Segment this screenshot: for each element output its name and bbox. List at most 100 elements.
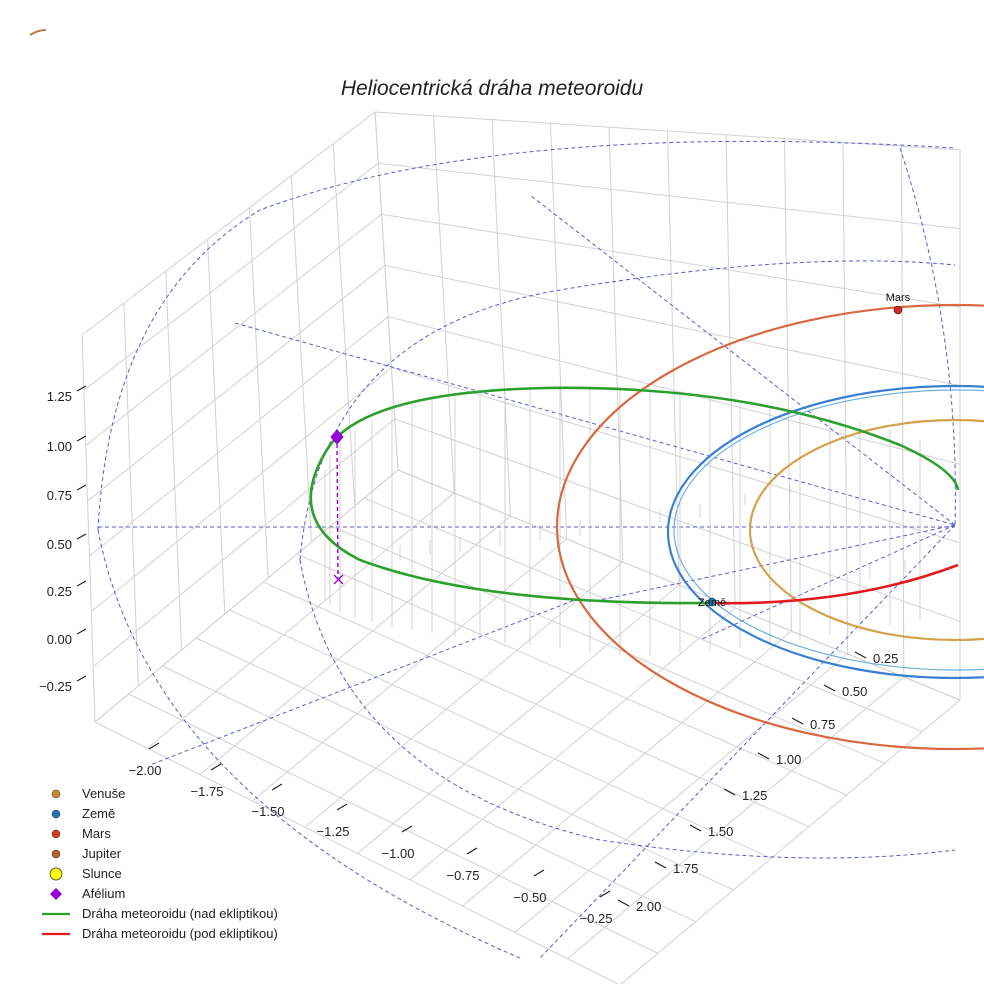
y-tick-label: 0.75 bbox=[810, 717, 835, 732]
aphelion-marker bbox=[330, 429, 344, 445]
grid-line bbox=[374, 111, 399, 471]
grid-line bbox=[332, 143, 356, 507]
grid-line bbox=[374, 111, 961, 151]
planet-mars bbox=[893, 305, 903, 315]
y-tick-mark bbox=[654, 861, 667, 869]
grid-line bbox=[725, 134, 736, 609]
ecliptic-line bbox=[97, 140, 956, 531]
z-tick-mark bbox=[76, 580, 87, 587]
y-tick-label: 1.50 bbox=[708, 824, 733, 839]
ecliptic-line bbox=[299, 559, 956, 859]
x-tick-mark bbox=[599, 890, 611, 898]
grid-line bbox=[83, 162, 379, 391]
grid-line bbox=[357, 584, 680, 854]
ecliptic-line bbox=[599, 524, 956, 601]
y-tick-mark bbox=[689, 824, 702, 832]
legend-marker bbox=[51, 849, 61, 859]
meteoroid-orbit-below bbox=[709, 563, 959, 605]
z-tick-label: 0.50 bbox=[47, 537, 72, 552]
x-tick-label: −0.75 bbox=[447, 868, 480, 883]
ecliptic-line bbox=[899, 147, 956, 526]
legend-marker bbox=[51, 829, 61, 839]
orbit-venuše bbox=[748, 418, 984, 642]
z-tick-mark bbox=[76, 385, 87, 392]
y-tick-mark bbox=[791, 717, 804, 725]
grid-line bbox=[207, 239, 226, 615]
grid-line bbox=[391, 367, 961, 544]
z-tick-mark bbox=[76, 484, 87, 491]
x-tick-mark bbox=[210, 763, 222, 771]
legend-marker bbox=[50, 888, 62, 900]
grid-line bbox=[567, 676, 905, 960]
legend-label: Mars bbox=[82, 826, 111, 841]
planet-label-země: Země bbox=[698, 597, 726, 609]
grid-line bbox=[608, 127, 624, 563]
grid-line bbox=[433, 115, 455, 494]
grid-line bbox=[394, 418, 961, 622]
x-tick-mark bbox=[401, 825, 413, 833]
grid-line bbox=[784, 138, 792, 632]
grid-line bbox=[462, 630, 792, 907]
y-tick-label: 2.00 bbox=[636, 899, 661, 914]
planet-země bbox=[707, 597, 717, 607]
x-tick-label: −1.75 bbox=[191, 784, 224, 799]
grid-line bbox=[491, 119, 511, 517]
jupiter-orbit-fragment bbox=[29, 29, 47, 36]
z-tick-label: −0.25 bbox=[39, 679, 72, 694]
grid-line bbox=[199, 515, 511, 775]
grid-line bbox=[514, 653, 848, 933]
x-tick-mark bbox=[466, 847, 478, 855]
x-tick-label: −1.25 bbox=[317, 824, 350, 839]
grid-line bbox=[384, 264, 961, 387]
meteoroid-orbit-above bbox=[309, 386, 960, 605]
ecliptic-line bbox=[97, 529, 521, 959]
x-tick-label: −0.50 bbox=[514, 890, 547, 905]
grid-line bbox=[378, 162, 961, 230]
x-tick-mark bbox=[336, 803, 348, 811]
y-tick-label: 1.25 bbox=[742, 788, 767, 803]
z-tick-label: 0.75 bbox=[47, 488, 72, 503]
grid-line bbox=[901, 146, 905, 678]
y-tick-mark bbox=[757, 752, 770, 760]
grid-line bbox=[248, 207, 269, 579]
grid-line bbox=[89, 316, 389, 557]
orbit-mars bbox=[556, 303, 984, 751]
z-tick-label: 1.25 bbox=[47, 389, 72, 404]
z-tick-mark bbox=[76, 435, 87, 442]
grid-line bbox=[90, 367, 392, 612]
grid-line bbox=[87, 265, 386, 502]
orbit-země bbox=[666, 384, 984, 680]
ecliptic-line bbox=[299, 260, 956, 561]
grid-line bbox=[123, 303, 139, 687]
ecliptic-line bbox=[234, 322, 956, 526]
z-tick-mark bbox=[76, 628, 87, 635]
ecliptic-line bbox=[529, 194, 956, 526]
legend-label: Dráha meteoroidu (nad ekliptikou) bbox=[82, 906, 278, 921]
y-tick-mark bbox=[723, 788, 736, 796]
y-tick-label: 1.75 bbox=[673, 861, 698, 876]
ecliptic-line bbox=[539, 524, 956, 959]
grid-line bbox=[409, 607, 736, 881]
orbit-drop-lines bbox=[324, 388, 921, 655]
x-tick-label: −0.25 bbox=[580, 911, 613, 926]
legend-label: Země bbox=[82, 806, 115, 821]
z-tick-label: 0.25 bbox=[47, 584, 72, 599]
legend-label: Venuše bbox=[82, 786, 125, 801]
x-tick-mark bbox=[271, 783, 283, 791]
y-tick-mark bbox=[617, 899, 630, 907]
aphelion-drop-line bbox=[336, 436, 339, 579]
grid-line bbox=[85, 213, 382, 446]
planet-label-mars: Mars bbox=[886, 292, 911, 304]
z-tick-label: 1.00 bbox=[47, 439, 72, 454]
x-tick-mark bbox=[533, 869, 545, 877]
grid-line bbox=[620, 699, 961, 984]
grid-lines bbox=[81, 111, 961, 984]
x-tick-label: −1.50 bbox=[252, 804, 285, 819]
ecliptic-reference-lines bbox=[97, 140, 956, 959]
grid-line bbox=[388, 316, 961, 465]
y-axis: 0.25 0.50 0.75 1.00 1.25 1.50 1.75 2.00 bbox=[617, 651, 898, 914]
legend-marker bbox=[49, 867, 63, 881]
grid-line bbox=[81, 111, 376, 336]
grid-line bbox=[165, 271, 183, 651]
